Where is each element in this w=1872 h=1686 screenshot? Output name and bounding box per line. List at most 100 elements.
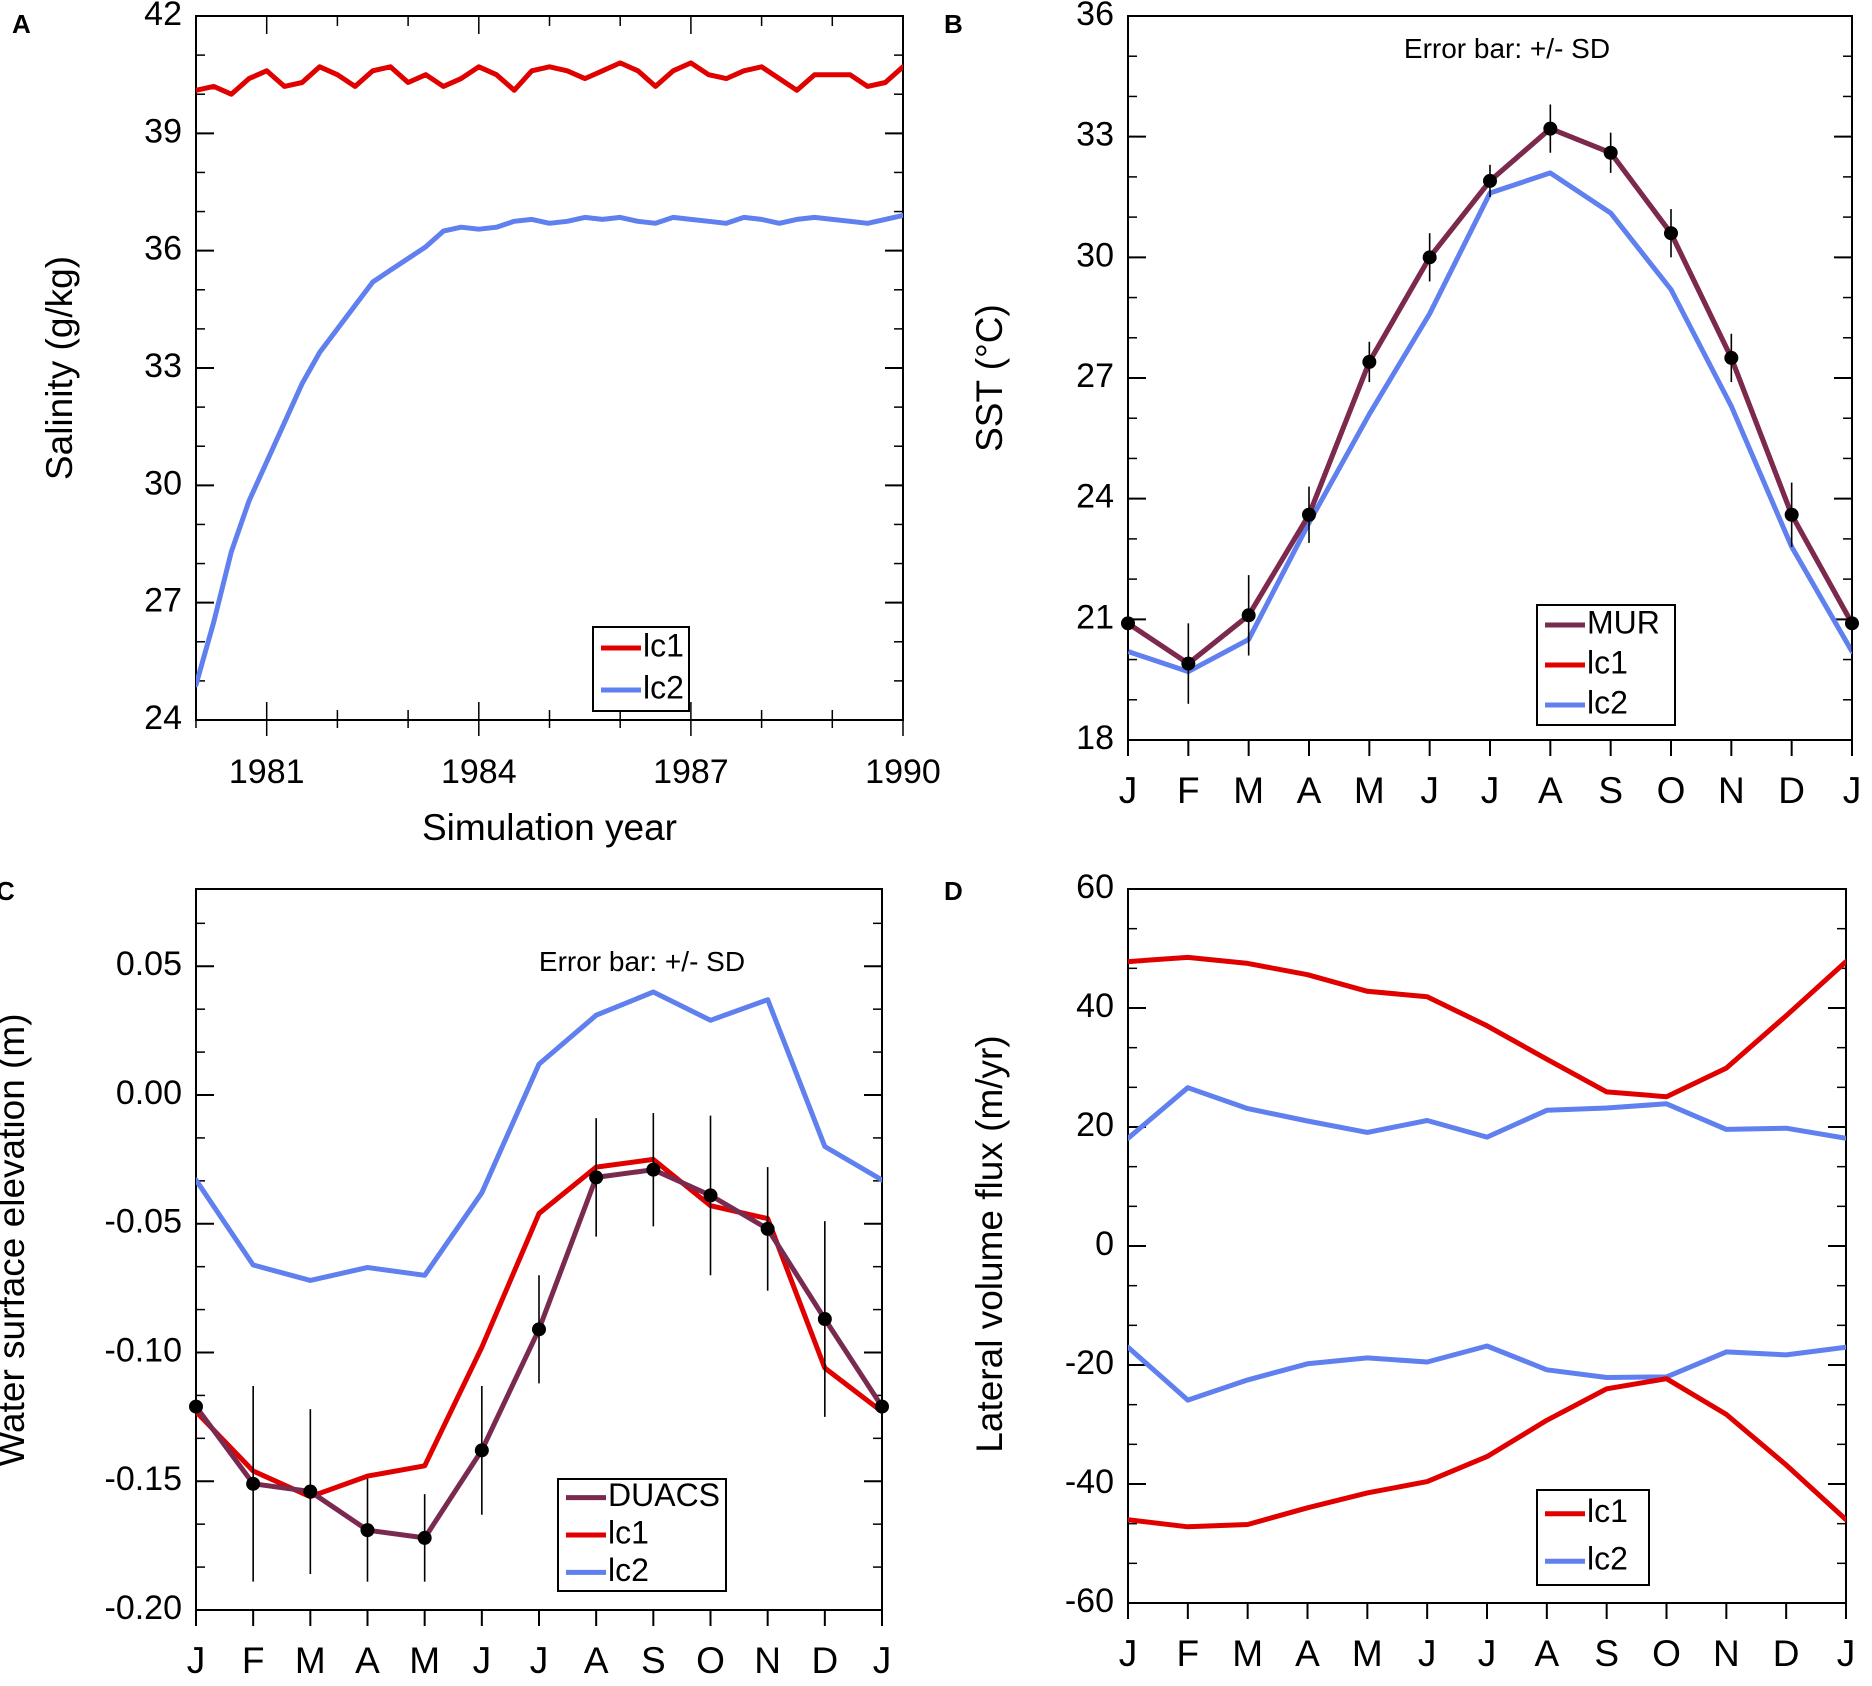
y-axis-title: Salinity (g/kg) xyxy=(39,256,80,480)
panel-label: A xyxy=(12,9,31,39)
x-tick-label: J xyxy=(1837,1633,1856,1674)
series-line-lc2 xyxy=(196,213,903,688)
x-tick-label: S xyxy=(1594,1633,1619,1674)
x-tick-label: D xyxy=(1778,770,1805,811)
x-tick-label: N xyxy=(754,1640,781,1681)
data-point-mur xyxy=(1784,507,1799,522)
data-point-duacs xyxy=(189,1399,203,1414)
panel-label: D xyxy=(944,876,963,906)
plot-frame xyxy=(195,15,904,721)
chart-panel-c: C-0.20-0.15-0.10-0.050.000.05J F M A M J J A S O N… xyxy=(0,876,891,1681)
y-axis-title: Water surface elevation (m) xyxy=(0,1013,32,1466)
legend-label-lc1: lc1 xyxy=(1587,1493,1628,1529)
data-point-mur xyxy=(1724,350,1739,365)
data-point-mur xyxy=(1121,616,1135,631)
y-tick-label: 27 xyxy=(1076,357,1114,395)
data-point-mur xyxy=(1302,507,1316,522)
x-tick-label: J xyxy=(187,1640,206,1681)
y-tick-label: 42 xyxy=(144,0,182,33)
data-point-duacs xyxy=(246,1476,261,1491)
data-point-duacs xyxy=(532,1322,546,1337)
data-point-duacs xyxy=(474,1443,489,1458)
data-point-duacs xyxy=(760,1221,775,1236)
y-tick-label: 0.05 xyxy=(116,945,182,983)
data-point-duacs xyxy=(360,1523,375,1538)
x-tick-label: M xyxy=(295,1640,326,1681)
x-tick-label: 1984 xyxy=(441,753,517,791)
y-tick-label: 18 xyxy=(1076,719,1114,757)
chart-panel-a: A 24 27 30 33 36 39 42 1981 1984 1987 1990 Salinity … xyxy=(12,0,941,848)
series-line-lc2 xyxy=(196,989,882,1283)
legend-label-lc2: lc2 xyxy=(608,1552,649,1588)
y-tick-label: 20 xyxy=(1076,1106,1114,1144)
data-point-mur xyxy=(1603,145,1618,160)
y-tick-label: -0.20 xyxy=(105,1589,183,1627)
y-tick-label: 60 xyxy=(1076,868,1114,906)
x-tick-label: F xyxy=(1177,1633,1200,1674)
data-point-mur xyxy=(1362,354,1377,369)
x-tick-label: M xyxy=(1354,770,1385,811)
y-tick-label: -20 xyxy=(1065,1344,1114,1382)
x-tick-label: O xyxy=(1657,770,1686,811)
data-point-duacs xyxy=(417,1530,432,1545)
x-tick-label: 1981 xyxy=(229,753,305,791)
data-point-duacs xyxy=(303,1484,318,1499)
plot-frame xyxy=(1127,15,1853,741)
y-tick-label: 40 xyxy=(1076,987,1114,1025)
x-tick-label: F xyxy=(1177,770,1200,811)
x-tick-label: A xyxy=(1297,770,1322,811)
series-line-lc2 xyxy=(1128,1343,1846,1403)
data-point-duacs xyxy=(646,1162,661,1177)
y-tick-label: 30 xyxy=(1076,236,1114,274)
x-tick-label: N xyxy=(1713,1633,1740,1674)
data-point-mur xyxy=(1241,608,1256,623)
x-tick-label: S xyxy=(641,1640,666,1681)
x-tick-label: J xyxy=(473,1640,492,1681)
legend-label-duacs: DUACS xyxy=(608,1477,720,1513)
y-tick-label: 0 xyxy=(1095,1225,1114,1263)
x-tick-label: M xyxy=(1233,770,1264,811)
x-tick-label: D xyxy=(1773,1633,1800,1674)
series-line-lc2 xyxy=(1128,1085,1846,1141)
x-tick-label: A xyxy=(355,1640,380,1681)
x-tick-label: O xyxy=(696,1640,725,1681)
y-tick-label: -0.15 xyxy=(105,1460,183,1498)
x-tick-label: A xyxy=(1295,1633,1320,1674)
legend-box xyxy=(1536,1489,1650,1586)
x-tick-label: J xyxy=(1418,1633,1437,1674)
series-line-lc1 xyxy=(196,60,903,97)
y-tick-label: -0.05 xyxy=(105,1203,183,1241)
y-tick-label: 30 xyxy=(144,464,182,502)
series-line-lc1 xyxy=(1128,954,1846,1100)
x-tick-label: J xyxy=(530,1640,549,1681)
x-tick-label: J xyxy=(873,1640,892,1681)
x-tick-label: D xyxy=(811,1640,838,1681)
y-tick-label: 27 xyxy=(144,582,182,620)
legend-label-lc1: lc1 xyxy=(608,1514,649,1550)
y-tick-label: 36 xyxy=(144,230,182,268)
data-point-duacs xyxy=(589,1170,604,1185)
y-axis-title: Lateral volume flux (m/yr) xyxy=(969,1035,1010,1452)
series-line-lc2 xyxy=(1128,170,1852,675)
x-axis-title: Simulation year xyxy=(422,807,677,848)
x-tick-label: A xyxy=(584,1640,609,1681)
x-tick-label: S xyxy=(1598,770,1623,811)
y-tick-label: 24 xyxy=(1076,478,1114,516)
x-tick-label: J xyxy=(1420,770,1439,811)
legend-label-lc2: lc2 xyxy=(643,669,684,705)
y-tick-label: 21 xyxy=(1076,598,1114,636)
x-tick-label: J xyxy=(1119,1633,1138,1674)
data-point-mur xyxy=(1664,226,1678,241)
x-tick-label: A xyxy=(1534,1633,1559,1674)
x-tick-label: J xyxy=(1843,770,1862,811)
y-tick-label: 24 xyxy=(144,699,182,737)
panel-label: B xyxy=(944,9,963,39)
legend: MUR lc1 lc2 xyxy=(1536,604,1676,726)
data-point-mur xyxy=(1543,121,1558,136)
data-point-mur xyxy=(1422,250,1437,265)
x-tick-label: 1990 xyxy=(865,753,941,791)
x-tick-label: M xyxy=(1352,1633,1383,1674)
legend-label-mur: MUR xyxy=(1587,604,1660,640)
